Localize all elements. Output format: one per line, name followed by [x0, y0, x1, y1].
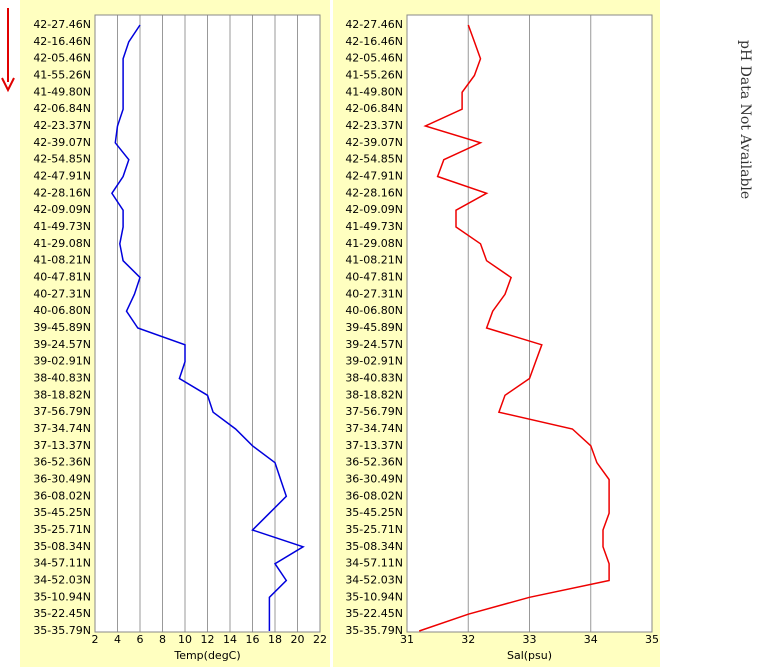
y-tick-label: 42-39.07N	[345, 136, 403, 149]
y-tick-label: 35-35.79N	[345, 624, 403, 637]
y-tick-label: 37-34.74N	[345, 422, 403, 435]
y-tick-label: 41-55.26N	[33, 69, 91, 82]
y-tick-label: 42-27.46N	[345, 18, 403, 31]
y-tick-label: 40-06.80N	[345, 304, 403, 317]
y-tick-label: 34-52.03N	[345, 574, 403, 587]
y-tick-label: 41-29.08N	[345, 237, 403, 250]
x-axis-label: Sal(psu)	[507, 649, 552, 662]
y-tick-label: 37-56.79N	[33, 405, 91, 418]
y-tick-label: 35-22.45N	[33, 607, 91, 620]
plot-frame	[94, 14, 321, 633]
y-tick-label: 34-57.11N	[345, 557, 403, 570]
y-tick-label: 35-25.71N	[33, 523, 91, 536]
x-tick-label: 4	[114, 633, 121, 646]
y-tick-label: 35-35.79N	[33, 624, 91, 637]
y-tick-label: 41-49.80N	[345, 85, 403, 98]
y-tick-label: 42-39.07N	[33, 136, 91, 149]
y-tick-label: 37-34.74N	[33, 422, 91, 435]
y-tick-label: 41-08.21N	[345, 254, 403, 267]
y-tick-label: 42-27.46N	[33, 18, 91, 31]
y-tick-label: 36-30.49N	[345, 473, 403, 486]
arrow-head	[1, 77, 15, 93]
y-tick-label: 42-06.84N	[345, 102, 403, 115]
x-tick-label: 32	[461, 633, 475, 646]
y-tick-label: 35-22.45N	[345, 607, 403, 620]
y-tick-label: 35-45.25N	[345, 506, 403, 519]
y-tick-label: 42-54.85N	[33, 153, 91, 166]
y-tick-label: 37-56.79N	[345, 405, 403, 418]
side-note: pH Data Not Available	[737, 40, 753, 199]
y-tick-label: 39-02.91N	[345, 355, 403, 368]
y-tick-label: 42-23.37N	[345, 119, 403, 132]
y-tick-label: 35-25.71N	[345, 523, 403, 536]
x-tick-label: 34	[584, 633, 598, 646]
y-tick-label: 36-52.36N	[345, 456, 403, 469]
y-tick-label: 42-16.46N	[345, 35, 403, 48]
y-tick-label: 38-40.83N	[33, 372, 91, 385]
y-tick-label: 42-47.91N	[345, 170, 403, 183]
y-tick-label: 42-28.16N	[345, 186, 403, 199]
y-tick-label: 39-02.91N	[33, 355, 91, 368]
y-tick-label: 42-47.91N	[33, 170, 91, 183]
x-tick-label: 22	[313, 633, 327, 646]
y-tick-label: 39-24.57N	[345, 338, 403, 351]
y-tick-label: 42-54.85N	[345, 153, 403, 166]
y-tick-label: 42-05.46N	[345, 52, 403, 65]
y-tick-label: 35-10.94N	[33, 590, 91, 603]
y-tick-label: 37-13.37N	[345, 439, 403, 452]
y-tick-label: 41-55.26N	[345, 69, 403, 82]
y-tick-label: 38-40.83N	[345, 372, 403, 385]
x-tick-label: 14	[223, 633, 237, 646]
x-tick-label: 8	[159, 633, 166, 646]
y-tick-label: 42-16.46N	[33, 35, 91, 48]
y-tick-label: 34-57.11N	[33, 557, 91, 570]
y-tick-label: 36-30.49N	[33, 473, 91, 486]
y-tick-label: 41-49.80N	[33, 85, 91, 98]
y-tick-label: 38-18.82N	[345, 388, 403, 401]
y-tick-label: 40-06.80N	[33, 304, 91, 317]
y-tick-label: 36-52.36N	[33, 456, 91, 469]
x-tick-label: 18	[268, 633, 282, 646]
y-tick-label: 40-47.81N	[345, 271, 403, 284]
data-line	[110, 24, 305, 631]
y-tick-label: 42-23.37N	[33, 119, 91, 132]
x-tick-label: 12	[201, 633, 215, 646]
y-tick-label: 40-27.31N	[345, 287, 403, 300]
x-tick-label: 31	[400, 633, 414, 646]
y-tick-label: 42-09.09N	[33, 203, 91, 216]
x-axis-label: Temp(degC)	[173, 649, 240, 662]
x-tick-label: 2	[92, 633, 99, 646]
x-tick-label: 20	[291, 633, 305, 646]
y-tick-label: 37-13.37N	[33, 439, 91, 452]
x-tick-label: 33	[523, 633, 537, 646]
y-tick-label: 36-08.02N	[33, 489, 91, 502]
y-tick-label: 35-08.34N	[33, 540, 91, 553]
y-tick-label: 41-49.73N	[33, 220, 91, 233]
y-tick-label: 41-08.21N	[33, 254, 91, 267]
y-tick-label: 41-29.08N	[33, 237, 91, 250]
x-tick-label: 10	[178, 633, 192, 646]
y-tick-label: 39-45.89N	[345, 321, 403, 334]
y-tick-label: 35-45.25N	[33, 506, 91, 519]
data-line	[418, 24, 610, 632]
y-tick-label: 35-10.94N	[345, 590, 403, 603]
x-tick-label: 16	[246, 633, 260, 646]
x-tick-label: 35	[645, 633, 659, 646]
y-tick-label: 42-05.46N	[33, 52, 91, 65]
plot-frame	[406, 14, 653, 633]
y-tick-label: 42-06.84N	[33, 102, 91, 115]
x-tick-label: 6	[137, 633, 144, 646]
y-tick-label: 36-08.02N	[345, 489, 403, 502]
y-tick-label: 40-47.81N	[33, 271, 91, 284]
y-tick-label: 41-49.73N	[345, 220, 403, 233]
y-tick-label: 40-27.31N	[33, 287, 91, 300]
y-tick-label: 35-08.34N	[345, 540, 403, 553]
y-tick-label: 39-45.89N	[33, 321, 91, 334]
y-tick-label: 38-18.82N	[33, 388, 91, 401]
y-tick-label: 39-24.57N	[33, 338, 91, 351]
y-tick-label: 42-09.09N	[345, 203, 403, 216]
y-tick-label: 34-52.03N	[33, 574, 91, 587]
y-tick-label: 42-28.16N	[33, 186, 91, 199]
